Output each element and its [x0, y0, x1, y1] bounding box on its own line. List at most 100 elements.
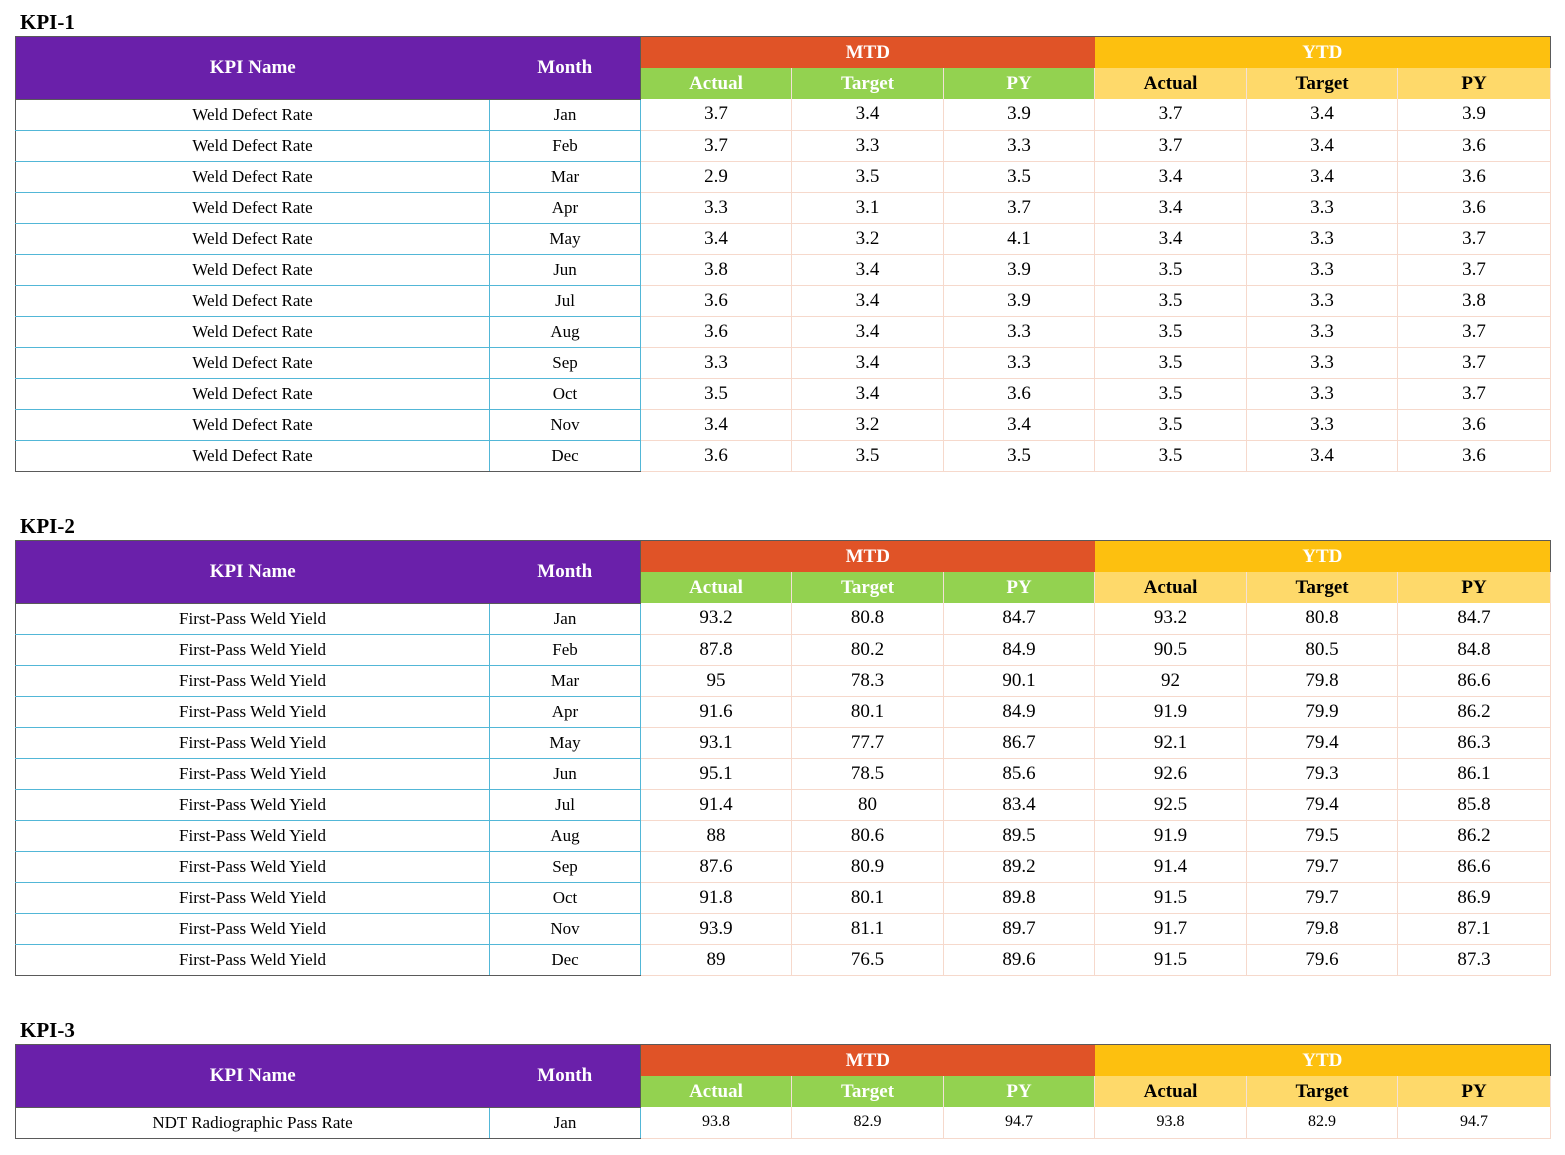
mtd-py-cell: 84.9 — [943, 696, 1096, 728]
month-cell: Aug — [489, 316, 641, 348]
ytd-py-cell: 3.8 — [1397, 285, 1552, 317]
mtd-target-cell: 3.4 — [791, 347, 944, 379]
table-row: First-Pass Weld Yield Sep 87.6 80.9 89.2 91.4… — [15, 851, 1552, 883]
ytd-actual-cell: 92.6 — [1094, 758, 1248, 790]
mtd-actual-cell: 88 — [640, 820, 792, 852]
mtd-py-cell: 3.5 — [943, 440, 1096, 472]
ytd-py-cell: 86.6 — [1397, 665, 1552, 697]
mtd-target-cell: 3.2 — [791, 409, 944, 441]
mtd-py-header: PY — [942, 1076, 1096, 1107]
mtd-actual-cell: 3.6 — [640, 285, 792, 317]
mtd-actual-cell: 3.7 — [640, 130, 792, 162]
mtd-py-cell: 89.8 — [943, 882, 1096, 914]
mtd-target-cell: 78.5 — [791, 758, 944, 790]
ytd-py-cell: 86.3 — [1397, 727, 1552, 759]
mtd-target-cell: 80 — [791, 789, 944, 821]
mtd-target-cell: 3.1 — [791, 192, 944, 224]
mtd-py-cell: 3.4 — [943, 409, 1096, 441]
table-row: First-Pass Weld Yield Aug 88 80.6 89.5 91.9 79… — [15, 820, 1552, 852]
table-row: First-Pass Weld Yield Apr 91.6 80.1 84.9 91.9… — [15, 696, 1552, 728]
ytd-actual-cell: 3.5 — [1094, 440, 1248, 472]
month-cell: Nov — [489, 913, 641, 945]
ytd-actual-header: Actual — [1094, 68, 1248, 99]
mtd-py-cell: 3.3 — [943, 130, 1096, 162]
ytd-py-cell: 86.2 — [1397, 820, 1552, 852]
table-row: First-Pass Weld Yield Nov 93.9 81.1 89.7 91.7… — [15, 913, 1552, 945]
table-row: Weld Defect Rate Nov 3.4 3.2 3.4 3.5 3.3 3.6 — [15, 409, 1552, 441]
table-row: NDT Radiographic Pass Rate Jan 93.8 82.9 94.… — [15, 1106, 1552, 1139]
mtd-py-cell: 3.6 — [943, 378, 1096, 410]
mtd-target-cell: 80.8 — [791, 603, 944, 635]
mtd-header: MTD — [640, 36, 1095, 68]
mtd-py-cell: 4.1 — [943, 223, 1096, 255]
kpi-name-cell: Weld Defect Rate — [15, 440, 490, 472]
ytd-target-cell: 79.6 — [1246, 944, 1399, 976]
month-cell: Apr — [489, 696, 641, 728]
mtd-py-cell: 83.4 — [943, 789, 1096, 821]
table-row: Weld Defect Rate Sep 3.3 3.4 3.3 3.5 3.3 3.7 — [15, 347, 1552, 379]
table-row: First-Pass Weld Yield May 93.1 77.7 86.7 92.1… — [15, 727, 1552, 759]
kpi-name-header: KPI Name — [15, 36, 490, 100]
kpi-section-title: KPI-2 — [20, 514, 75, 538]
mtd-py-header: PY — [942, 572, 1096, 603]
ytd-target-cell: 3.3 — [1246, 409, 1399, 441]
ytd-target-cell: 82.9 — [1246, 1107, 1399, 1139]
ytd-py-cell: 86.2 — [1397, 696, 1552, 728]
ytd-actual-cell: 92 — [1094, 665, 1248, 697]
month-cell: Mar — [489, 161, 641, 193]
mtd-py-cell: 94.7 — [943, 1107, 1096, 1139]
mtd-actual-cell: 3.6 — [640, 316, 792, 348]
ytd-py-cell: 3.7 — [1397, 254, 1552, 286]
month-cell: Jan — [489, 1106, 641, 1139]
month-cell: Jul — [489, 285, 641, 317]
kpi-section: KPI-1 KPI Name Month MTD YTD Actual Target PY Ac… — [0, 10, 1565, 481]
month-cell: Sep — [489, 347, 641, 379]
month-cell: May — [489, 223, 641, 255]
ytd-py-header: PY — [1397, 68, 1552, 99]
table-row: First-Pass Weld Yield Dec 89 76.5 89.6 91.5 79… — [15, 944, 1552, 976]
ytd-py-cell: 3.6 — [1397, 440, 1552, 472]
ytd-actual-cell: 3.5 — [1094, 254, 1248, 286]
ytd-target-cell: 3.4 — [1246, 161, 1399, 193]
table-row: Weld Defect Rate Jul 3.6 3.4 3.9 3.5 3.3 3.8 — [15, 285, 1552, 317]
mtd-py-cell: 3.3 — [943, 347, 1096, 379]
mtd-py-cell: 84.7 — [943, 603, 1096, 635]
ytd-actual-cell: 3.5 — [1094, 409, 1248, 441]
kpi-section-title: KPI-3 — [20, 1018, 75, 1042]
ytd-actual-cell: 93.8 — [1094, 1107, 1248, 1139]
ytd-py-cell: 86.6 — [1397, 851, 1552, 883]
kpi-name-cell: Weld Defect Rate — [15, 316, 490, 348]
mtd-target-cell: 3.5 — [791, 161, 944, 193]
kpi-table: KPI Name Month MTD YTD Actual Target PY Actual T… — [15, 36, 1552, 472]
mtd-target-cell: 3.5 — [791, 440, 944, 472]
mtd-py-cell: 85.6 — [943, 758, 1096, 790]
mtd-target-cell: 82.9 — [791, 1107, 944, 1139]
mtd-target-cell: 3.3 — [791, 130, 944, 162]
month-cell: Feb — [489, 634, 641, 666]
month-cell: Nov — [489, 409, 641, 441]
table-row: First-Pass Weld Yield Mar 95 78.3 90.1 92 79.8… — [15, 665, 1552, 697]
ytd-actual-cell: 92.5 — [1094, 789, 1248, 821]
ytd-target-cell: 79.4 — [1246, 789, 1399, 821]
kpi-section-title: KPI-1 — [20, 10, 75, 34]
month-header: Month — [489, 1044, 641, 1108]
mtd-target-cell: 76.5 — [791, 944, 944, 976]
month-header: Month — [489, 540, 641, 604]
mtd-actual-header: Actual — [640, 572, 792, 603]
mtd-target-cell: 3.4 — [791, 99, 944, 131]
mtd-actual-cell: 93.9 — [640, 913, 792, 945]
kpi-section: KPI-3 KPI Name Month MTD YTD Actual Target PY Ac… — [0, 1018, 1565, 1143]
ytd-py-cell: 94.7 — [1397, 1107, 1552, 1139]
kpi-name-header: KPI Name — [15, 1044, 490, 1108]
kpi-name-cell: First-Pass Weld Yield — [15, 944, 490, 976]
mtd-target-cell: 81.1 — [791, 913, 944, 945]
ytd-target-cell: 3.4 — [1246, 130, 1399, 162]
mtd-actual-cell: 87.8 — [640, 634, 792, 666]
mtd-actual-cell: 3.3 — [640, 347, 792, 379]
ytd-target-cell: 3.3 — [1246, 192, 1399, 224]
mtd-target-cell: 3.4 — [791, 378, 944, 410]
ytd-header: YTD — [1094, 1044, 1552, 1076]
mtd-actual-cell: 93.1 — [640, 727, 792, 759]
kpi-name-cell: Weld Defect Rate — [15, 130, 490, 162]
mtd-py-cell: 84.9 — [943, 634, 1096, 666]
